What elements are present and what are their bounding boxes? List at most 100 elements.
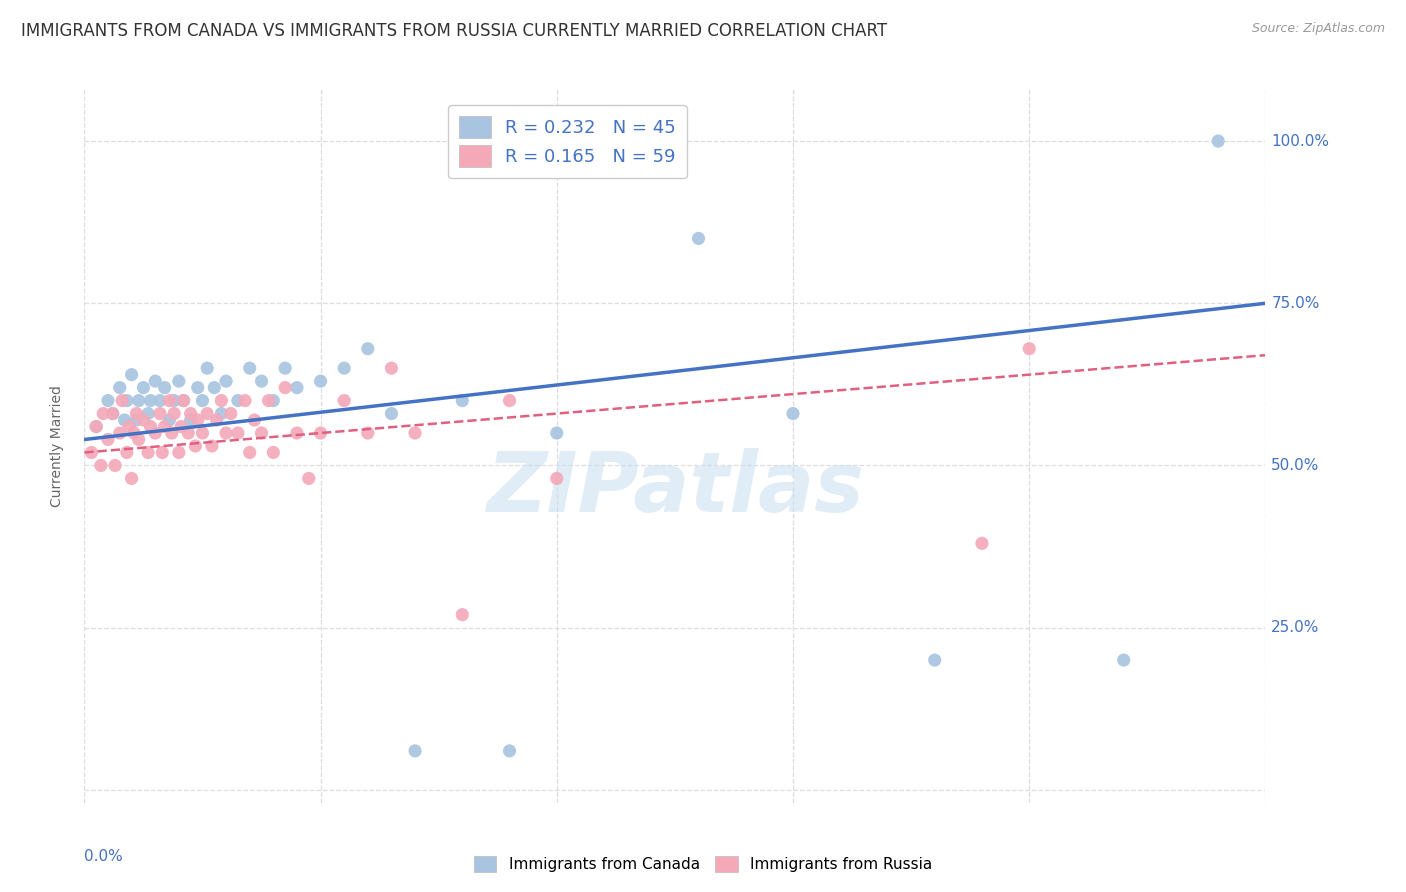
Point [688, 231, 710, 245]
Point [157, 393, 180, 408]
Point [177, 425, 200, 440]
Point [404, 744, 426, 758]
Point [150, 445, 173, 459]
Point [219, 407, 242, 421]
Point [333, 361, 356, 376]
Text: ZIPatlas: ZIPatlas [486, 449, 863, 529]
Point [180, 407, 202, 421]
Point [333, 393, 356, 408]
Point [298, 471, 321, 485]
Point [173, 393, 195, 408]
Point [226, 425, 249, 440]
Point [136, 445, 159, 459]
Point [274, 361, 297, 376]
Point [380, 361, 402, 376]
Point [404, 425, 426, 440]
Point [163, 393, 186, 408]
Point [215, 374, 238, 388]
Point [195, 407, 218, 421]
Point [163, 407, 186, 421]
Point [132, 413, 155, 427]
Point [136, 407, 159, 421]
Point [257, 393, 280, 408]
Text: IMMIGRANTS FROM CANADA VS IMMIGRANTS FROM RUSSIA CURRENTLY MARRIED CORRELATION C: IMMIGRANTS FROM CANADA VS IMMIGRANTS FRO… [21, 22, 887, 40]
Text: 100.0%: 100.0% [1271, 134, 1329, 149]
Point [498, 744, 520, 758]
Point [101, 407, 124, 421]
Point [191, 425, 214, 440]
Point [262, 445, 284, 459]
Point [451, 607, 474, 622]
Point [1018, 342, 1040, 356]
Point [498, 393, 520, 408]
Point [91, 407, 114, 421]
Point [357, 425, 380, 440]
Text: 50.0%: 50.0% [1271, 458, 1320, 473]
Point [309, 425, 332, 440]
Point [970, 536, 993, 550]
Point [262, 393, 284, 408]
Point [187, 381, 209, 395]
Point [108, 381, 131, 395]
Point [122, 425, 145, 440]
Legend: R = 0.232   N = 45, R = 0.165   N = 59: R = 0.232 N = 45, R = 0.165 N = 59 [447, 105, 688, 178]
Point [143, 425, 166, 440]
Point [1112, 653, 1135, 667]
Point [180, 413, 202, 427]
Point [104, 458, 127, 473]
Point [215, 425, 238, 440]
Point [139, 419, 162, 434]
Point [128, 393, 150, 408]
Point [143, 374, 166, 388]
Point [153, 419, 176, 434]
Point [121, 471, 143, 485]
Point [173, 393, 195, 408]
Point [243, 413, 266, 427]
Point [101, 407, 124, 421]
Point [97, 393, 120, 408]
Point [118, 419, 141, 434]
Point [924, 653, 946, 667]
Point [121, 368, 143, 382]
Point [274, 381, 297, 395]
Point [90, 458, 112, 473]
Point [114, 413, 136, 427]
Point [84, 419, 107, 434]
Point [160, 425, 183, 440]
Point [125, 413, 148, 427]
Point [202, 381, 225, 395]
Y-axis label: Currently Married: Currently Married [49, 385, 63, 507]
Text: Source: ZipAtlas.com: Source: ZipAtlas.com [1251, 22, 1385, 36]
Text: 75.0%: 75.0% [1271, 296, 1320, 310]
Point [97, 433, 120, 447]
Point [782, 407, 804, 421]
Point [115, 393, 138, 408]
Point [149, 393, 172, 408]
Point [80, 445, 103, 459]
Point [84, 419, 107, 434]
Point [357, 342, 380, 356]
Point [309, 374, 332, 388]
Point [239, 361, 262, 376]
Point [226, 393, 249, 408]
Point [108, 425, 131, 440]
Point [285, 425, 308, 440]
Point [451, 393, 474, 408]
Point [250, 374, 273, 388]
Point [209, 393, 232, 408]
Point [115, 445, 138, 459]
Point [139, 393, 162, 408]
Point [546, 425, 568, 440]
Point [201, 439, 224, 453]
Point [209, 407, 232, 421]
Text: 25.0%: 25.0% [1271, 620, 1320, 635]
Point [153, 381, 176, 395]
Point [1206, 134, 1229, 148]
Point [128, 433, 150, 447]
Point [191, 393, 214, 408]
Point [233, 393, 256, 408]
Point [195, 361, 218, 376]
Point [157, 413, 180, 427]
Point [205, 413, 228, 427]
Text: 0.0%: 0.0% [84, 849, 124, 864]
